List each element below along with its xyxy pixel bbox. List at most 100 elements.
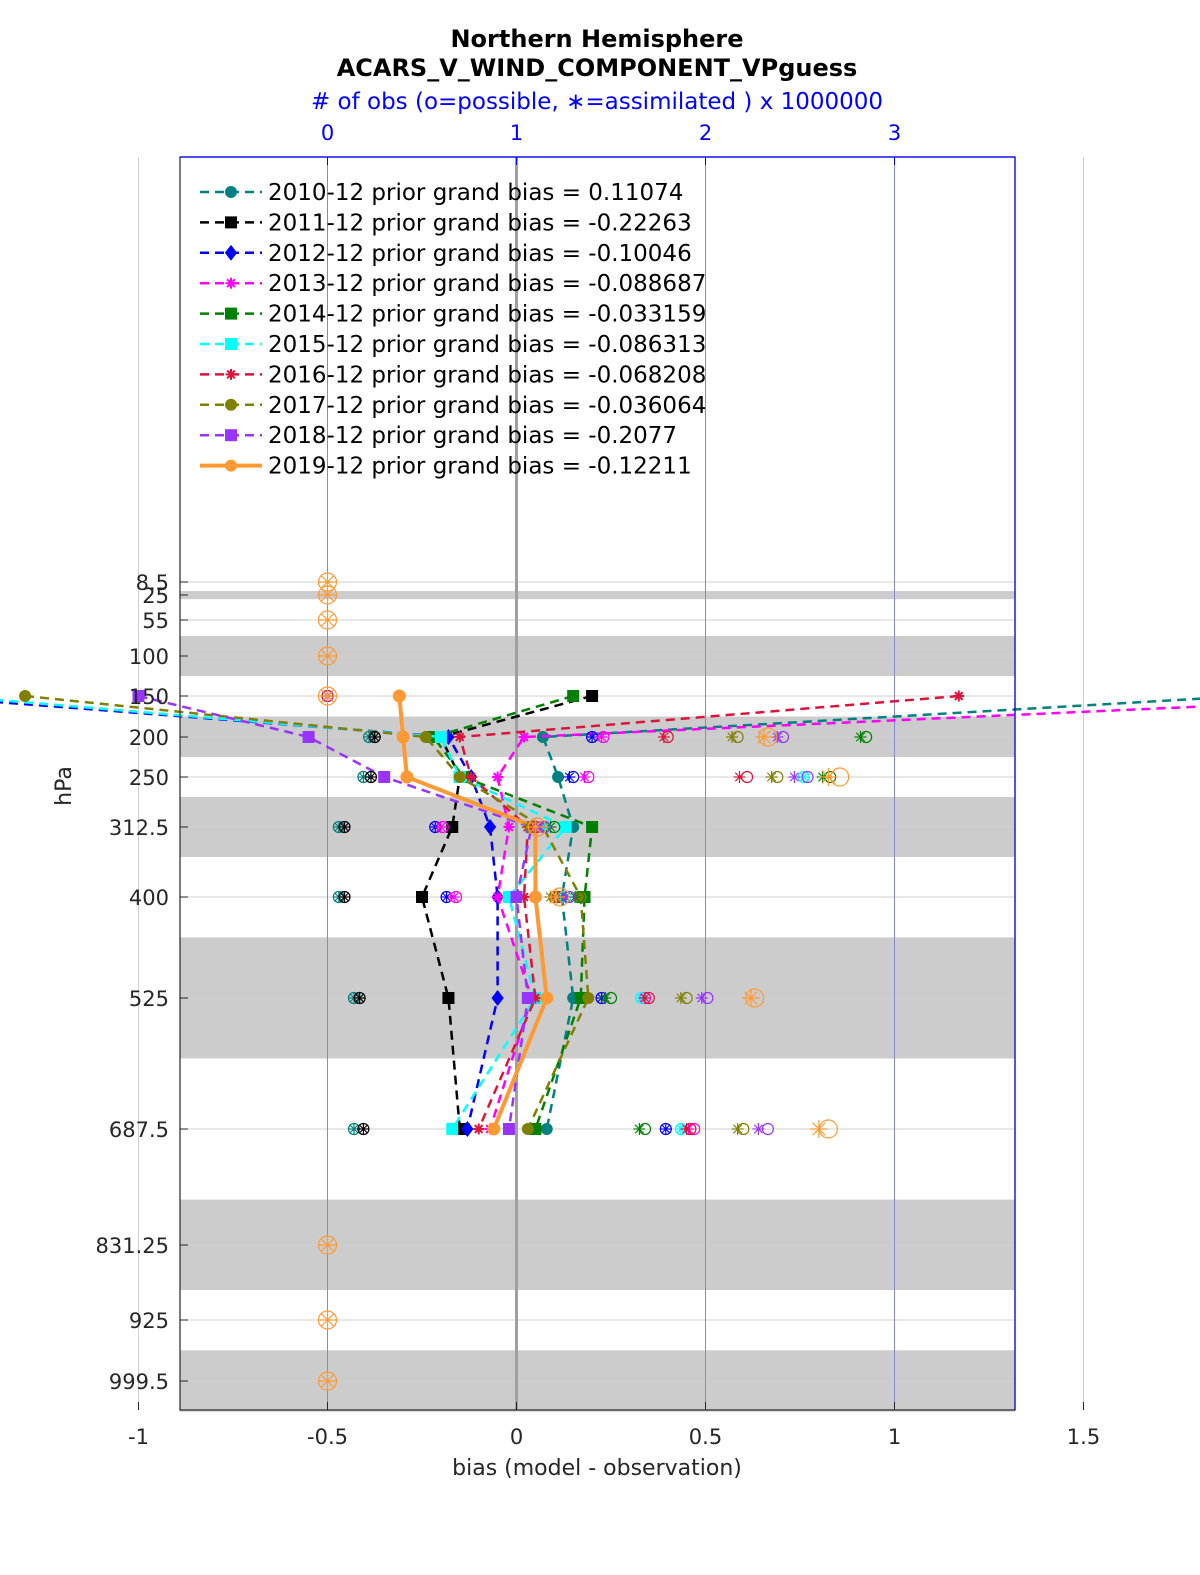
data-point [225, 186, 237, 198]
top-tick-label: 3 [888, 121, 901, 145]
data-point [446, 1123, 459, 1135]
data-point [442, 992, 455, 1004]
data-point [502, 1123, 515, 1135]
x-tick-label: 0.5 [689, 1425, 722, 1449]
asterisk-stroke [640, 993, 650, 1003]
assimilated-marker [357, 1123, 370, 1135]
assimilated-marker [547, 888, 566, 906]
asterisk-stroke [349, 1124, 359, 1134]
y-tick-label: 831.25 [96, 1234, 169, 1258]
asterisk-stroke [339, 822, 350, 832]
asterisk-stroke [320, 613, 335, 627]
data-point [224, 244, 238, 261]
data-point [392, 689, 406, 703]
y-tick-label: 687.5 [109, 1118, 169, 1142]
star-stroke [493, 892, 503, 902]
assimilated-marker [368, 731, 381, 743]
series-line [0, 698, 568, 1130]
asterisk-stroke [354, 993, 365, 1003]
asterisk-stroke [681, 1124, 692, 1134]
assimilated-marker [338, 891, 351, 903]
legend-entry: 2012-12 prior grand bias = -0.10046 [268, 241, 692, 267]
star-stroke [504, 822, 514, 832]
asterisk-stroke [659, 732, 669, 742]
y-tick-label: 55 [142, 609, 169, 633]
data-point [567, 690, 580, 702]
legend-entry: 2019-12 prior grand bias = -0.12211 [268, 454, 692, 480]
assimilated-marker [725, 731, 738, 743]
asterisk-stroke [449, 892, 459, 902]
assimilated-marker [659, 1123, 672, 1135]
y-tick-label: 312.5 [109, 816, 169, 840]
data-point [225, 216, 237, 229]
asterisk-stroke [596, 732, 607, 742]
x-tick-label: 1 [888, 1425, 901, 1449]
legend: 2010-12 prior grand bias = 0.11074 2011-1… [200, 180, 706, 480]
data-point [540, 1123, 553, 1135]
y-tick-label: 100 [129, 645, 169, 669]
assimilated-marker [318, 1311, 337, 1329]
possible-marker [801, 770, 814, 784]
data-point [518, 731, 530, 743]
data-point [225, 398, 237, 411]
asterisk-stroke [789, 772, 799, 782]
asterisk-stroke [320, 588, 335, 602]
x-tick-label: -0.5 [307, 1425, 348, 1449]
asterisk-stroke [757, 730, 771, 744]
data-point [400, 770, 414, 784]
assimilated-marker [809, 1120, 828, 1138]
assimilated-marker [353, 992, 366, 1004]
assimilated-marker [318, 1236, 337, 1254]
data-point [582, 992, 595, 1004]
x-tick-label: -1 [128, 1425, 149, 1449]
asterisk-stroke [766, 772, 777, 782]
y-tick-label: 925 [129, 1309, 169, 1333]
y-axis-label: hPa [52, 766, 77, 806]
data-point [552, 771, 565, 783]
asterisk-stroke [821, 770, 836, 784]
assimilated-marker [440, 891, 453, 903]
assimilated-marker [434, 821, 447, 833]
assimilated-marker [364, 771, 377, 783]
top-tick-label: 2 [699, 121, 712, 145]
star-stroke [954, 691, 964, 701]
asterisk-stroke [441, 892, 452, 902]
data-point [473, 1123, 485, 1135]
data-point [461, 1121, 474, 1137]
star-stroke [519, 732, 529, 742]
top-tick-label: 0 [321, 121, 334, 145]
assimilated-marker [338, 821, 351, 833]
data-point [225, 368, 237, 380]
legend-entry: 2016-12 prior grand bias = -0.068208 [268, 362, 706, 388]
assimilated-marker [639, 992, 652, 1004]
data-point [378, 771, 391, 783]
data-point [416, 891, 428, 903]
assimilated-marker [819, 768, 838, 786]
data-point [492, 771, 504, 783]
data-point [521, 1123, 534, 1135]
assimilated-marker [318, 687, 337, 705]
assimilated-marker [741, 989, 760, 1007]
assimilated-marker [318, 586, 337, 604]
asterisk-stroke [320, 1238, 335, 1252]
x-tick-label: 1.5 [1067, 1425, 1100, 1449]
x-axis-label: bias (model - observation) [452, 1456, 742, 1481]
data-point [454, 731, 466, 743]
legend-entry: 2015-12 prior grand bias = -0.086313 [268, 332, 706, 358]
star-stroke [226, 278, 236, 288]
assimilated-marker [674, 992, 687, 1004]
data-point [491, 990, 504, 1006]
data-point [19, 690, 32, 702]
legend-entry: 2010-12 prior grand bias = 0.11074 [268, 180, 683, 206]
asterisk-stroke [366, 772, 376, 782]
asterisk-stroke [587, 732, 597, 742]
star-stroke [474, 1124, 484, 1134]
asterisk-stroke [600, 993, 610, 1003]
assimilated-marker [695, 992, 708, 1004]
data-point [586, 690, 599, 702]
legend-entry: 2017-12 prior grand bias = -0.036064 [268, 393, 706, 419]
legend-entry: 2018-12 prior grand bias = -0.2077 [268, 423, 677, 449]
top-tick-label: 1 [510, 121, 523, 145]
star-stroke [455, 732, 465, 742]
